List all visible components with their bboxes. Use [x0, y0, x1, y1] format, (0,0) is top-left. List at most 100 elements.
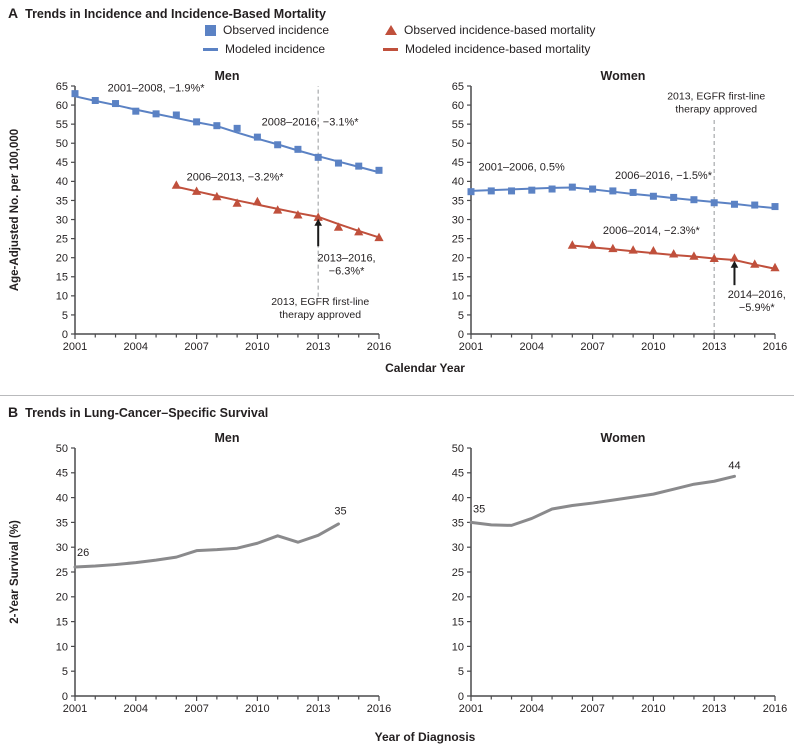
legend-observed-incidence: Observed incidence	[205, 23, 329, 37]
red-line-icon	[383, 47, 398, 51]
svg-text:55: 55	[56, 119, 68, 131]
svg-text:5: 5	[458, 666, 464, 678]
panel-b-label: B	[8, 404, 19, 420]
blue-line-icon	[203, 47, 218, 51]
svg-text:2007: 2007	[184, 703, 208, 715]
svg-text:15: 15	[56, 616, 68, 628]
svg-text:2013, EGFR first-line: 2013, EGFR first-line	[667, 91, 765, 103]
svg-text:2001–2006, 0.5%: 2001–2006, 0.5%	[479, 162, 565, 174]
svg-text:2010: 2010	[245, 341, 269, 353]
svg-text:Women: Women	[601, 431, 646, 445]
panel-b-y-axis-label: 2-Year Survival (%)	[9, 520, 21, 624]
svg-text:20: 20	[452, 592, 464, 604]
svg-text:45: 45	[452, 157, 464, 169]
legend-label: Modeled incidence-based mortality	[405, 42, 591, 56]
svg-text:2008–2016, −3.1%*: 2008–2016, −3.1%*	[262, 117, 360, 129]
svg-text:2013, EGFR first-line: 2013, EGFR first-line	[271, 296, 369, 308]
svg-text:50: 50	[56, 443, 68, 455]
svg-text:−5.9%*: −5.9%*	[739, 302, 775, 314]
legend-observed-mortality: Observed incidence-based mortality	[385, 23, 595, 37]
panel-b-x-axis-label: Year of Diagnosis	[374, 730, 476, 744]
svg-text:25: 25	[56, 567, 68, 579]
svg-text:30: 30	[56, 542, 68, 554]
svg-text:65: 65	[56, 81, 68, 93]
svg-text:30: 30	[56, 214, 68, 226]
legend-label: Observed incidence-based mortality	[404, 23, 596, 37]
chart-incidence-mortality-women: Women 0 5 10 15 20 25 30 35 40 45 50 55 60 65 2001 2004 2…	[452, 69, 787, 353]
svg-text:45: 45	[56, 157, 68, 169]
svg-text:2001–2008, −1.9%*: 2001–2008, −1.9%*	[108, 82, 206, 94]
svg-text:25: 25	[452, 233, 464, 245]
svg-text:26: 26	[77, 547, 89, 559]
svg-text:2004: 2004	[520, 341, 544, 353]
red-triangle-icon	[385, 25, 397, 35]
svg-text:5: 5	[458, 310, 464, 322]
svg-text:20: 20	[452, 253, 464, 265]
chart-survival-men: Men 0 5 10 15 20 25 30 35 40 45 50 2001 2004 2007 2010 2…	[56, 431, 391, 715]
svg-text:0: 0	[458, 329, 464, 341]
svg-text:2016: 2016	[763, 703, 787, 715]
svg-text:2013: 2013	[306, 703, 330, 715]
svg-text:35: 35	[452, 517, 464, 529]
svg-text:10: 10	[56, 641, 68, 653]
svg-text:Women: Women	[601, 69, 646, 83]
svg-text:Men: Men	[215, 431, 240, 445]
svg-text:2007: 2007	[580, 341, 604, 353]
svg-text:30: 30	[452, 542, 464, 554]
svg-text:15: 15	[56, 272, 68, 284]
svg-text:2013: 2013	[702, 341, 726, 353]
panel-a-y-axis-label: Age-Adjusted No. per 100,000	[9, 128, 21, 292]
panel-b-title: B Trends in Lung-Cancer–Specific Survival	[8, 404, 269, 420]
svg-text:2014–2016,: 2014–2016,	[728, 289, 786, 301]
svg-text:2010: 2010	[641, 341, 665, 353]
chart-incidence-mortality-men: Men 0 5 10 15 20 25 30 35 40 45 50 55 60 65 2001 2004 200…	[56, 69, 391, 353]
svg-text:25: 25	[452, 567, 464, 579]
svg-text:2006–2014, −2.3%*: 2006–2014, −2.3%*	[603, 225, 701, 237]
svg-text:−6.3%*: −6.3%*	[329, 266, 365, 278]
legend-label: Modeled incidence	[225, 42, 326, 56]
svg-text:2001: 2001	[63, 341, 87, 353]
svg-text:Men: Men	[215, 69, 240, 83]
svg-text:15: 15	[452, 616, 464, 628]
svg-text:therapy approved: therapy approved	[675, 104, 757, 116]
svg-text:50: 50	[56, 138, 68, 150]
svg-text:2004: 2004	[124, 703, 148, 715]
svg-text:10: 10	[452, 641, 464, 653]
svg-text:60: 60	[452, 100, 464, 112]
svg-text:2016: 2016	[367, 341, 391, 353]
svg-text:0: 0	[62, 691, 68, 703]
svg-text:25: 25	[56, 233, 68, 245]
svg-text:45: 45	[56, 468, 68, 480]
svg-text:35: 35	[56, 195, 68, 207]
svg-text:2013–2016,: 2013–2016,	[318, 253, 376, 265]
svg-text:2001: 2001	[63, 703, 87, 715]
svg-text:2004: 2004	[124, 341, 148, 353]
svg-text:2007: 2007	[184, 341, 208, 353]
legend-modeled-mortality: Modeled incidence-based mortality	[383, 42, 590, 56]
svg-text:35: 35	[334, 505, 346, 517]
blue-square-icon	[205, 24, 216, 36]
legend-modeled-incidence: Modeled incidence	[203, 42, 325, 56]
svg-text:55: 55	[452, 119, 464, 131]
svg-text:5: 5	[62, 666, 68, 678]
svg-text:therapy approved: therapy approved	[279, 309, 361, 321]
svg-text:0: 0	[62, 329, 68, 341]
svg-text:44: 44	[728, 460, 740, 472]
svg-text:60: 60	[56, 100, 68, 112]
svg-text:40: 40	[452, 176, 464, 188]
panel-a-x-axis-label: Calendar Year	[385, 361, 465, 375]
svg-text:2013: 2013	[702, 703, 726, 715]
svg-text:2010: 2010	[245, 703, 269, 715]
svg-text:40: 40	[56, 492, 68, 504]
svg-text:35: 35	[56, 517, 68, 529]
svg-text:2006–2016, −1.5%*: 2006–2016, −1.5%*	[615, 170, 713, 182]
svg-text:40: 40	[452, 492, 464, 504]
svg-text:2016: 2016	[763, 341, 787, 353]
chart-survival-women: Women 0 5 10 15 20 25 30 35 40 45 50 2001 2004 2007 201…	[452, 431, 787, 715]
panel-divider	[0, 395, 794, 396]
svg-text:40: 40	[56, 176, 68, 188]
svg-text:20: 20	[56, 253, 68, 265]
svg-text:2016: 2016	[367, 703, 391, 715]
svg-text:50: 50	[452, 443, 464, 455]
